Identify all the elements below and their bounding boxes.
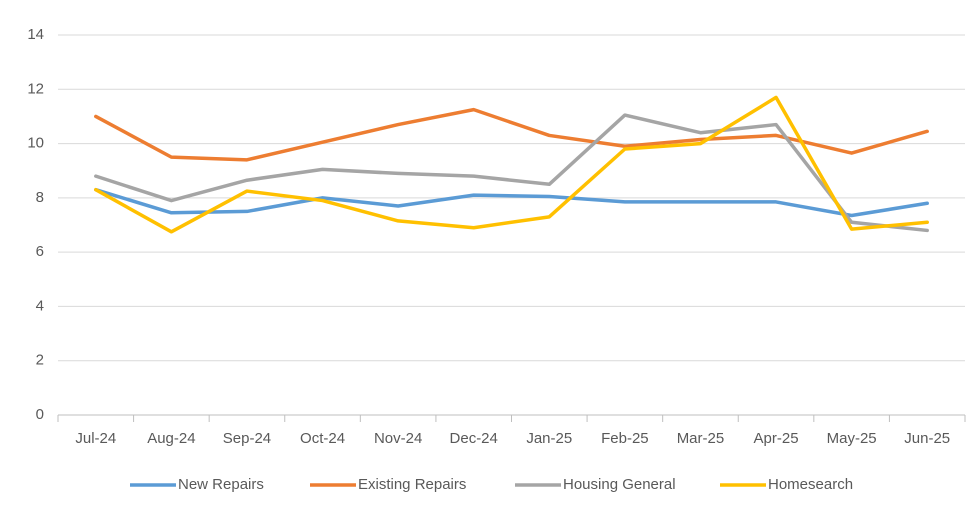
series-line [94,187,929,218]
legend-label: Homesearch [768,476,853,493]
series-line [94,95,929,234]
y-tick-label: 0 [36,406,44,423]
x-tick-label: Dec-24 [450,430,498,447]
x-tick-label: Nov-24 [374,430,422,447]
x-tick-label: May-25 [827,430,877,447]
y-tick-label: 10 [27,135,44,152]
y-tick-label: 2 [36,352,44,369]
legend-label: Housing General [563,476,676,493]
x-tick-label: Mar-25 [677,430,725,447]
legend-label: New Repairs [178,476,264,493]
y-tick-label: 14 [27,26,44,43]
x-tick-label: Sep-24 [223,430,271,447]
x-tick-label: Aug-24 [147,430,195,447]
x-tick-label: Oct-24 [300,430,345,447]
x-tick-label: Jun-25 [904,430,950,447]
y-tick-label: 8 [36,189,44,206]
y-tick-label: 6 [36,243,44,260]
series-line [94,113,929,233]
x-tick-label: Feb-25 [601,430,649,447]
y-tick-label: 4 [36,297,44,314]
x-tick-label: Jan-25 [526,430,572,447]
x-tick-label: Jul-24 [75,430,116,447]
x-tick-label: Apr-25 [754,430,799,447]
y-tick-label: 12 [27,80,44,97]
legend-label: Existing Repairs [358,476,466,493]
